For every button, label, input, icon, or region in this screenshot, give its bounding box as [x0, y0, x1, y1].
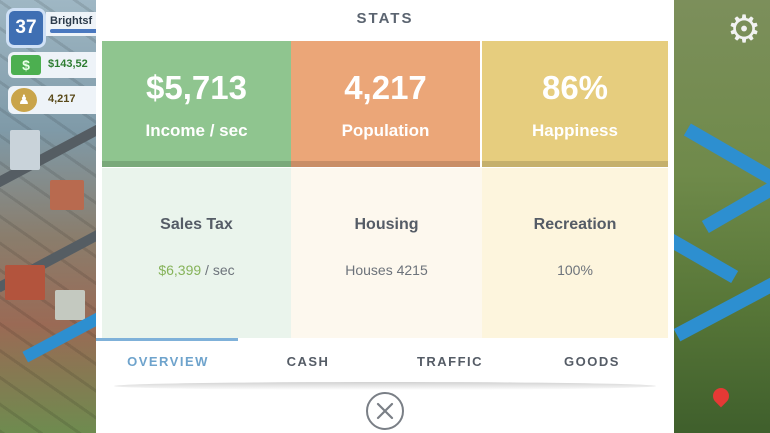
- river: [701, 180, 770, 234]
- level-badge[interactable]: 37: [6, 8, 46, 48]
- sales-tax-value: $6,399: [158, 262, 202, 278]
- building: [55, 290, 85, 320]
- close-icon: [376, 402, 394, 420]
- housing-panel: Housing Houses 4215: [291, 168, 482, 338]
- housing-value: Houses 4215: [345, 262, 428, 278]
- population-counter[interactable]: ♟ 4,217: [8, 86, 100, 114]
- sales-tax-suffix: / sec: [201, 262, 235, 278]
- close-button[interactable]: [366, 392, 404, 430]
- xp-bar: [50, 29, 100, 33]
- recreation-heading: Recreation: [533, 216, 617, 233]
- river: [683, 123, 770, 191]
- stats-tab-bar: OVERVIEW CASH TRAFFIC GOODS: [96, 338, 674, 382]
- happiness-label: Happiness: [532, 121, 618, 140]
- tab-traffic[interactable]: TRAFFIC: [416, 354, 484, 369]
- card-shade: [102, 161, 291, 167]
- river: [673, 272, 770, 342]
- income-label: Income / sec: [145, 121, 248, 140]
- tab-cash[interactable]: CASH: [286, 354, 330, 369]
- income-value: $5,713: [146, 69, 247, 106]
- tab-goods[interactable]: GOODS: [564, 354, 620, 369]
- stats-modal: STATS $5,713 Income / sec 4,217 Populati…: [96, 0, 674, 433]
- card-shade: [482, 161, 668, 167]
- population-value: 4,217: [48, 93, 76, 105]
- population-card-value: 4,217: [344, 69, 427, 106]
- gear-icon[interactable]: ⚙: [726, 9, 762, 51]
- recreation-panel: Recreation 100%: [482, 168, 668, 338]
- modal-title: STATS: [356, 10, 414, 27]
- building: [5, 265, 45, 300]
- recreation-value: 100%: [557, 262, 593, 278]
- city-name: Brightsf: [50, 15, 93, 27]
- active-tab-indicator: [96, 338, 238, 341]
- money-value: $143,52: [48, 58, 88, 70]
- tab-overview[interactable]: OVERVIEW: [127, 354, 209, 369]
- population-card: 4,217 Population: [291, 41, 480, 167]
- sales-tax-heading: Sales Tax: [160, 216, 233, 233]
- card-shade: [291, 161, 480, 167]
- building: [50, 180, 84, 210]
- money-counter[interactable]: $ $143,52: [8, 52, 100, 78]
- sales-tax-panel: Sales Tax $6,399 / sec: [102, 168, 291, 338]
- happiness-card: 86% Happiness: [482, 41, 668, 167]
- city-view-right: [661, 0, 770, 433]
- map-pin-icon[interactable]: [709, 384, 733, 410]
- housing-heading: Housing: [354, 216, 419, 233]
- building: [10, 130, 40, 170]
- people-icon: ♟: [11, 88, 37, 112]
- income-card: $5,713 Income / sec: [102, 41, 291, 167]
- population-card-label: Population: [341, 121, 430, 140]
- tab-bar-shadow: [114, 382, 656, 390]
- happiness-value: 86%: [541, 69, 609, 106]
- sales-tax-value-line: $6,399 / sec: [102, 262, 291, 278]
- level-number: 37: [15, 17, 37, 38]
- pin-marker: [709, 384, 733, 408]
- cash-icon: $: [11, 55, 41, 75]
- city-name-banner[interactable]: Brightsf: [46, 12, 100, 36]
